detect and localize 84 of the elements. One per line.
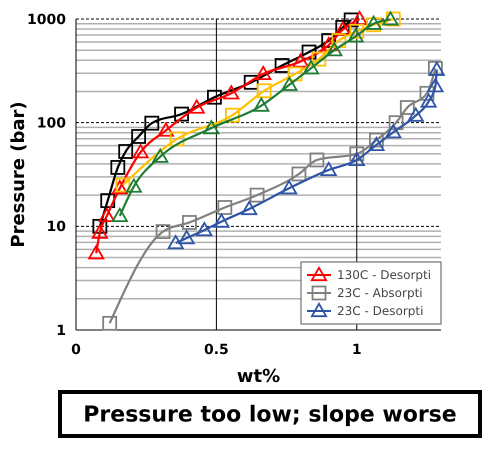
point [170, 132, 184, 146]
point [152, 148, 168, 163]
point [168, 234, 184, 250]
point [244, 74, 259, 90]
point [348, 28, 364, 42]
point [100, 193, 116, 208]
y-tick-label: 1000 [27, 12, 66, 28]
point [88, 245, 104, 260]
point [174, 106, 189, 122]
point [207, 90, 222, 105]
point [331, 33, 346, 48]
y-tick-label: 1 [56, 322, 66, 339]
point [352, 10, 368, 26]
point [386, 12, 401, 26]
point [118, 144, 134, 159]
y-tick-label: 100 [36, 116, 66, 132]
point [241, 200, 258, 216]
point [281, 76, 298, 91]
point [110, 160, 126, 175]
point [349, 146, 364, 162]
point [156, 224, 170, 239]
point [292, 53, 309, 68]
point [188, 99, 205, 114]
point [292, 166, 306, 182]
point [98, 208, 115, 222]
point [223, 85, 240, 100]
point [274, 58, 290, 73]
point [311, 52, 326, 67]
point [256, 83, 272, 98]
x-axis-title: wt% [236, 366, 280, 387]
point [217, 200, 232, 215]
point [302, 44, 316, 60]
point [158, 122, 174, 137]
legend-label: 23C - Desorpti [337, 304, 424, 318]
point [131, 129, 146, 144]
point [253, 98, 270, 112]
point [288, 66, 302, 82]
callout-box: Pressure too low; slope worse [58, 390, 482, 438]
point [369, 132, 384, 148]
point [196, 222, 212, 236]
point [92, 218, 108, 234]
point [388, 115, 404, 130]
point [302, 60, 320, 74]
point [326, 42, 342, 56]
point [203, 120, 220, 134]
point [408, 108, 424, 122]
x-tick-label: 1 [352, 342, 362, 358]
point [115, 178, 130, 192]
point [178, 230, 195, 244]
point [213, 214, 230, 228]
point [112, 208, 128, 222]
point [400, 100, 415, 115]
point [255, 66, 272, 80]
point [366, 16, 382, 30]
y-axis-title: Pressure (bar) [8, 101, 29, 248]
point [224, 108, 240, 123]
point [281, 180, 298, 194]
point [349, 24, 364, 39]
point [102, 316, 118, 331]
point [144, 116, 160, 131]
point [112, 180, 128, 194]
legend-label: 23C - Absorpti [337, 286, 423, 300]
point [344, 12, 359, 28]
point [368, 136, 384, 152]
point [310, 152, 324, 168]
legend-label: 130C - Desorpti [337, 268, 432, 282]
point [385, 124, 402, 138]
point [420, 93, 437, 108]
x-tick-label: 0.5 [204, 342, 229, 358]
point [250, 188, 264, 203]
point [348, 152, 365, 166]
point [92, 224, 108, 239]
point [182, 215, 197, 230]
point [427, 78, 444, 92]
point [382, 11, 399, 26]
x-tick-label: 0 [71, 342, 82, 358]
y-tick-label: 10 [46, 219, 66, 236]
point [321, 33, 336, 48]
point [126, 178, 142, 193]
point [366, 17, 382, 32]
point [320, 37, 337, 52]
point [420, 86, 434, 101]
point [132, 144, 149, 158]
point [320, 162, 337, 176]
